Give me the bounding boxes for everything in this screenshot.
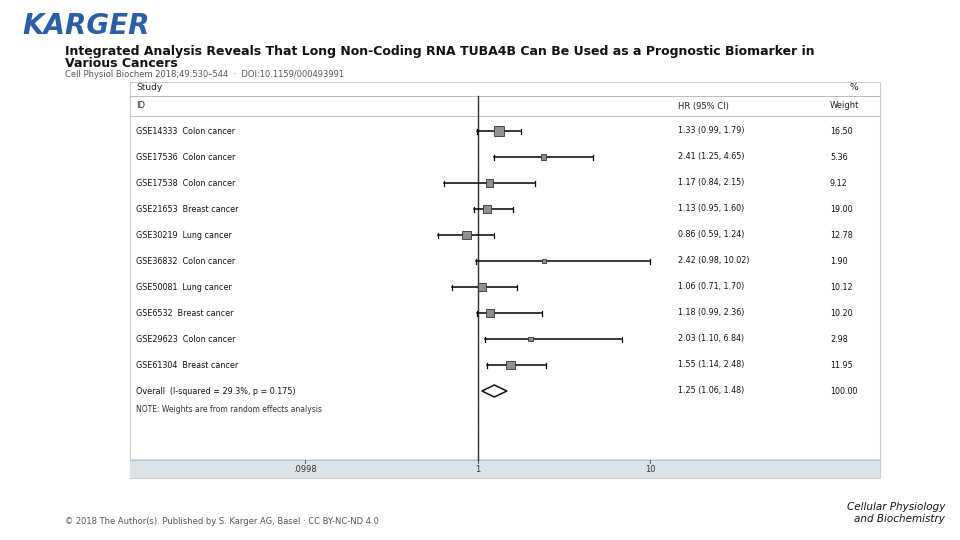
Bar <box>462 231 470 239</box>
Text: 10.20: 10.20 <box>830 308 852 318</box>
Text: 10.12: 10.12 <box>830 282 852 292</box>
Text: Study: Study <box>136 84 162 92</box>
Text: 5.36: 5.36 <box>830 152 848 161</box>
Text: 1.06 (0.71, 1.70): 1.06 (0.71, 1.70) <box>678 282 744 292</box>
Text: 1.13 (0.95, 1.60): 1.13 (0.95, 1.60) <box>678 205 744 213</box>
Bar <box>486 309 494 317</box>
Text: %: % <box>850 84 858 92</box>
Text: Cellular Physiology: Cellular Physiology <box>847 502 945 512</box>
Text: 16.50: 16.50 <box>830 126 852 136</box>
Text: Cell Physiol Biochem 2018;49:530–544  ·  DOI:10.1159/000493991: Cell Physiol Biochem 2018;49:530–544 · D… <box>65 70 344 79</box>
Text: 1: 1 <box>475 464 480 474</box>
Text: HR (95% CI): HR (95% CI) <box>678 102 729 111</box>
Text: 12.78: 12.78 <box>830 231 852 240</box>
Bar <box>506 361 515 369</box>
Text: Overall  (I-squared = 29.3%, p = 0.175): Overall (I-squared = 29.3%, p = 0.175) <box>136 387 296 395</box>
Bar <box>528 337 533 341</box>
Text: KARGER: KARGER <box>22 12 150 40</box>
Text: ID: ID <box>136 102 145 111</box>
Text: © 2018 The Author(s). Published by S. Karger AG, Basel · CC BY-NC-ND 4.0: © 2018 The Author(s). Published by S. Ka… <box>65 517 379 526</box>
Text: 100.00: 100.00 <box>830 387 857 395</box>
Text: 1.33 (0.99, 1.79): 1.33 (0.99, 1.79) <box>678 126 745 136</box>
Text: .0998: .0998 <box>293 464 317 474</box>
Text: 1.17 (0.84, 2.15): 1.17 (0.84, 2.15) <box>678 179 744 187</box>
Text: 2.03 (1.10, 6.84): 2.03 (1.10, 6.84) <box>678 334 744 343</box>
Text: GSE17536  Colon cancer: GSE17536 Colon cancer <box>136 152 235 161</box>
Text: Weight: Weight <box>830 102 859 111</box>
Bar <box>130 82 880 478</box>
Bar <box>478 283 486 291</box>
Text: 10: 10 <box>645 464 656 474</box>
Text: 9.12: 9.12 <box>830 179 848 187</box>
Text: GSE29623  Colon cancer: GSE29623 Colon cancer <box>136 334 235 343</box>
Text: 1.55 (1.14, 2.48): 1.55 (1.14, 2.48) <box>678 361 744 369</box>
Text: GSE50081  Lung cancer: GSE50081 Lung cancer <box>136 282 231 292</box>
Text: GSE36832  Colon cancer: GSE36832 Colon cancer <box>136 256 235 266</box>
Text: 2.98: 2.98 <box>830 334 848 343</box>
Text: and Biochemistry: and Biochemistry <box>854 514 945 524</box>
Text: GSE21653  Breast cancer: GSE21653 Breast cancer <box>136 205 238 213</box>
Text: 1.25 (1.06, 1.48): 1.25 (1.06, 1.48) <box>678 387 744 395</box>
Bar <box>486 179 493 187</box>
Text: GSE14333  Colon cancer: GSE14333 Colon cancer <box>136 126 235 136</box>
Text: Integrated Analysis Reveals That Long Non-Coding RNA TUBA4B Can Be Used as a Pro: Integrated Analysis Reveals That Long No… <box>65 45 815 58</box>
Bar <box>493 126 504 136</box>
Text: 1.90: 1.90 <box>830 256 848 266</box>
Text: GSE6532  Breast cancer: GSE6532 Breast cancer <box>136 308 233 318</box>
Text: Various Cancers: Various Cancers <box>65 57 178 70</box>
Text: NOTE: Weights are from random effects analysis: NOTE: Weights are from random effects an… <box>136 404 322 414</box>
Text: 19.00: 19.00 <box>830 205 852 213</box>
Bar <box>130 459 880 478</box>
Text: 11.95: 11.95 <box>830 361 852 369</box>
Text: 1.18 (0.99, 2.36): 1.18 (0.99, 2.36) <box>678 308 744 318</box>
Text: GSE30219  Lung cancer: GSE30219 Lung cancer <box>136 231 232 240</box>
Text: 0.86 (0.59, 1.24): 0.86 (0.59, 1.24) <box>678 231 744 240</box>
Text: GSE17538  Colon cancer: GSE17538 Colon cancer <box>136 179 235 187</box>
Text: 2.42 (0.98, 10.02): 2.42 (0.98, 10.02) <box>678 256 750 266</box>
Polygon shape <box>482 385 507 397</box>
Text: 2.41 (1.25, 4.65): 2.41 (1.25, 4.65) <box>678 152 745 161</box>
Bar <box>540 154 546 160</box>
Bar <box>483 205 491 213</box>
Text: GSE61304  Breast cancer: GSE61304 Breast cancer <box>136 361 238 369</box>
Bar <box>541 259 545 263</box>
